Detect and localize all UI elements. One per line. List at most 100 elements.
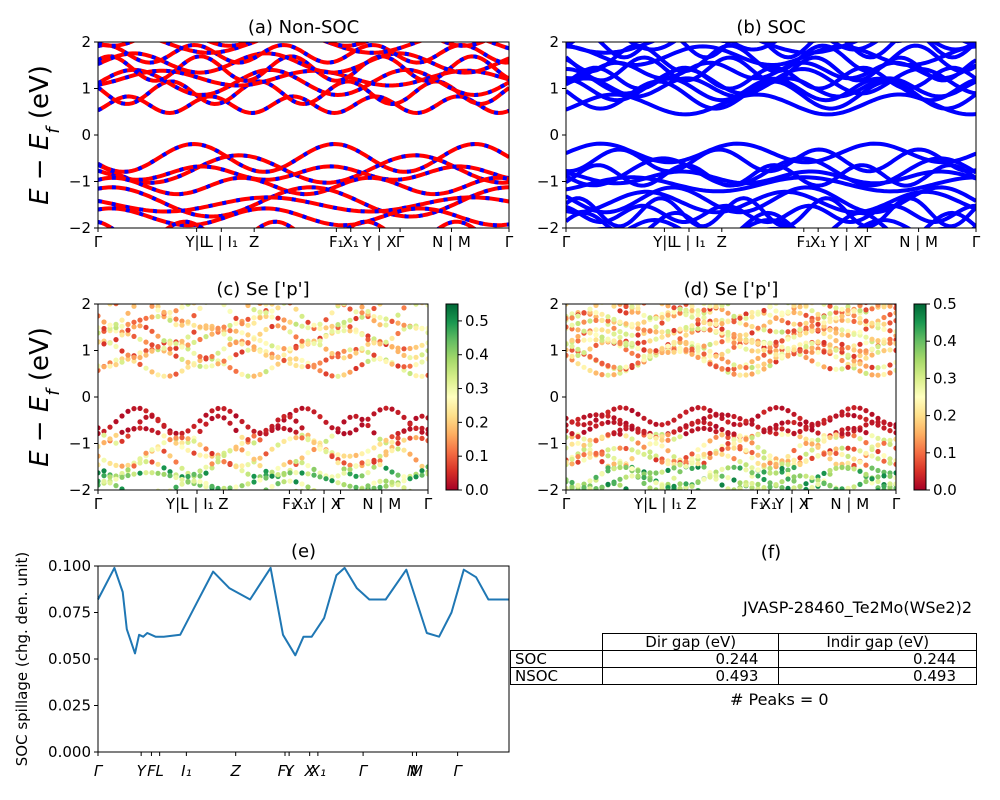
projection-point (293, 321, 299, 327)
projection-point (203, 355, 209, 361)
projection-point (209, 450, 215, 457)
projection-point (683, 304, 689, 307)
projection-point (737, 486, 743, 490)
a-ytick-label: −1 (69, 173, 91, 191)
projection-point (107, 322, 113, 328)
projection-point (821, 291, 826, 296)
projection-point (323, 287, 328, 292)
projection-point (785, 408, 791, 414)
projection-point (167, 473, 173, 479)
projection-point (857, 353, 863, 359)
projection-point (281, 304, 287, 306)
projection-point (365, 483, 371, 489)
projection-point (839, 486, 845, 490)
projection-point (749, 470, 755, 476)
projection-point (575, 297, 580, 302)
projection-point (317, 284, 322, 289)
projection-point (719, 499, 724, 504)
d-cbar-tick-label: 0.3 (933, 369, 957, 387)
projection-point (863, 348, 869, 354)
projection-point (293, 345, 299, 351)
projection-point (305, 325, 311, 331)
projection-point (773, 470, 779, 476)
projection-point (611, 406, 617, 412)
projection-point (665, 349, 671, 355)
projection-point (245, 498, 250, 503)
projection-point (815, 477, 821, 483)
projection-point (413, 373, 419, 379)
projection-point (851, 347, 857, 353)
projection-point (839, 281, 844, 286)
projection-point (281, 479, 287, 485)
projection-point (833, 283, 838, 288)
projection-point (605, 419, 611, 425)
projection-point (335, 460, 341, 466)
projection-point (719, 473, 725, 479)
projection-point (131, 358, 137, 364)
projection-point (197, 479, 203, 485)
projection-point (737, 446, 743, 452)
projection-point (791, 464, 797, 471)
projection-point (761, 347, 767, 353)
projection-point (749, 485, 755, 490)
projection-point (689, 308, 695, 314)
projection-point (305, 341, 311, 347)
projection-point (773, 482, 779, 488)
projection-point (605, 273, 610, 278)
projection-point (665, 316, 671, 322)
projection-point (707, 341, 713, 348)
projection-point (617, 512, 622, 517)
projection-point (665, 294, 670, 299)
band-line (566, 42, 976, 52)
projection-point (197, 336, 203, 343)
projection-point (755, 363, 761, 369)
projection-point (353, 413, 359, 419)
projection-point (767, 453, 773, 459)
projection-point (353, 452, 359, 458)
projection-point (791, 334, 797, 340)
projection-point (341, 431, 347, 437)
projection-point (641, 339, 647, 345)
projection-point (809, 288, 814, 293)
projection-point (347, 462, 353, 468)
projection-point (689, 323, 695, 329)
projection-point (197, 428, 203, 434)
projection-point (635, 345, 641, 351)
projection-point (701, 476, 707, 482)
projection-point (839, 317, 845, 323)
projection-point (251, 373, 257, 379)
projection-point (755, 369, 761, 375)
projection-point (869, 490, 874, 495)
projection-point (425, 278, 430, 283)
projection-point (179, 465, 185, 471)
projection-point (263, 340, 269, 346)
projection-point (377, 314, 383, 321)
projection-point (815, 430, 821, 436)
projection-point (689, 465, 695, 471)
projection-point (629, 466, 635, 472)
projection-point (851, 331, 857, 337)
projection-point (659, 422, 665, 428)
projection-point (137, 298, 142, 303)
projection-point (683, 324, 689, 331)
projection-point (95, 293, 100, 298)
projection-point (677, 310, 683, 316)
projection-point (731, 503, 736, 508)
projection-point (593, 279, 598, 284)
projection-point (239, 349, 245, 355)
projection-point (655, 304, 657, 305)
projection-point (617, 339, 623, 345)
projection-point (689, 304, 695, 309)
projection-point (827, 450, 833, 456)
projection-point (119, 486, 125, 490)
projection-point (689, 483, 695, 489)
projection-point (167, 346, 173, 352)
projection-point (827, 415, 833, 421)
projection-point (575, 283, 580, 288)
projection-point (347, 471, 353, 477)
projection-point (749, 421, 755, 427)
projection-point (98, 478, 101, 484)
projection-point (587, 367, 593, 374)
projection-point (347, 453, 353, 459)
projection-point (701, 493, 706, 498)
